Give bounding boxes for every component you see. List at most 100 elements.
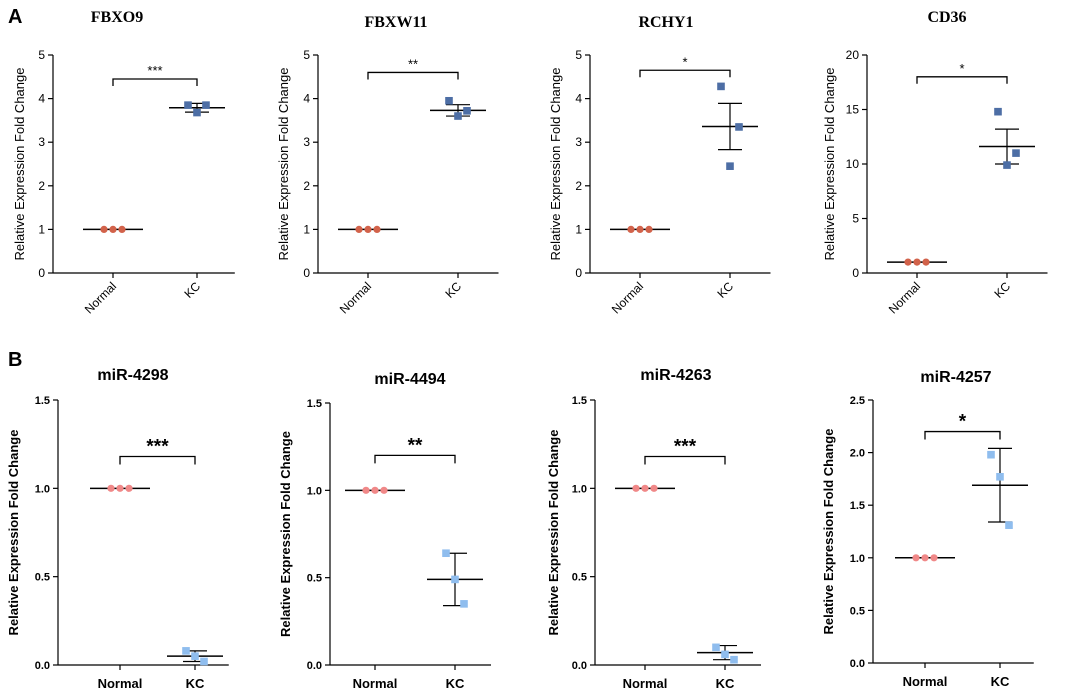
panel-label-b: B [8,349,22,371]
data-point-kc [994,107,1002,116]
y-tick-label: 0.0 [35,660,50,672]
y-tick-label: 0 [575,266,582,280]
y-tick-label: 0.0 [572,660,587,672]
data-point-normal [912,554,920,562]
charts-container: FBXO9 Relative Expression Fold Change 0 1 2 3… [6,9,1048,691]
x-category-label: KC [991,674,1010,689]
y-tick-label: 5 [852,212,859,226]
data-point-normal [373,225,381,233]
y-tick-label: 0.5 [850,605,865,617]
y-tick-label: 1 [575,222,582,236]
y-axis-label: Relative Expression Fold Change [548,68,563,261]
data-point-normal [371,486,379,494]
data-point-kc [184,101,192,109]
y-axis-label: Relative Expression Fold Change [546,430,561,636]
x-category-label: Normal [903,674,948,689]
chart-mir-4257: miR-4257 Relative Expression Fold Change 0… [821,369,1034,689]
significance-bracket [367,71,459,80]
significance-bracket [639,69,731,78]
chart-fbxw11: FBXW11 Relative Expression Fold Change 0 1 2… [276,14,499,316]
x-category-label: KC [186,676,205,691]
data-point-kc [730,655,738,664]
chart-title: miR-4257 [920,369,991,386]
data-point-normal [904,258,912,266]
data-point-normal [107,484,115,492]
x-category-label: Normal [337,279,374,316]
significance-marker: ** [408,435,423,456]
chart-title: miR-4263 [640,367,711,384]
significance-marker: ** [408,56,418,71]
y-tick-label: 2.5 [850,395,865,407]
data-point-kc [712,643,720,652]
data-point-kc [200,657,208,666]
y-axis-label: Relative Expression Fold Change [6,430,21,636]
y-axis-label: Relative Expression Fold Change [822,68,837,261]
data-point-normal [930,554,938,562]
y-tick-label: 1.0 [307,485,322,497]
data-point-normal [116,484,124,492]
data-point-normal [650,484,658,492]
significance-marker: *** [146,437,169,458]
y-tick-label: 0 [852,266,859,280]
significance-marker: * [959,61,964,76]
x-category-label: KC [991,279,1013,301]
data-point-normal [362,486,370,494]
chart-title: FBXO9 [91,9,143,26]
chart-fbxo9: FBXO9 Relative Expression Fold Change 0 1 2 3… [12,9,235,316]
data-point-normal [636,225,644,233]
data-point-normal [109,225,117,233]
y-tick-label: 1.5 [307,398,322,410]
y-tick-label: 1 [38,222,45,236]
y-tick-label: 1.0 [850,553,865,565]
chart-mir-4263: miR-4263 Relative Expression Fold Change 0… [546,367,761,691]
data-point-normal [641,484,649,492]
x-category-label: KC [442,279,464,301]
data-point-normal [364,225,372,233]
chart-rchy1: RCHY1 Relative Expression Fold Change 0 1 2 3… [548,14,771,316]
significance-marker: * [682,54,687,69]
y-tick-label: 2.0 [850,448,865,460]
data-point-kc [721,650,729,659]
data-point-kc [202,101,210,109]
data-point-kc [182,647,190,655]
y-tick-label: 3 [303,135,310,149]
y-tick-label: 15 [846,103,860,117]
chart-title: CD36 [927,9,966,26]
y-tick-label: 3 [575,135,582,149]
significance-marker: *** [147,63,162,78]
y-tick-label: 4 [303,92,310,106]
data-point-kc [1005,521,1013,529]
y-tick-label: 4 [38,92,45,106]
data-point-normal [627,225,635,233]
data-point-kc [445,96,453,105]
data-point-kc [987,450,995,459]
data-point-normal [380,486,388,494]
chart-title: FBXW11 [364,14,427,31]
significance-bracket [374,454,456,464]
y-tick-label: 1.5 [850,500,865,512]
x-category-label: KC [446,676,465,691]
y-tick-label: 0 [303,266,310,280]
data-point-normal [922,258,930,266]
y-tick-label: 0.0 [307,660,322,672]
y-tick-label: 2 [303,179,310,193]
data-point-normal [100,225,108,233]
x-category-label: KC [181,279,203,301]
y-tick-label: 3 [38,135,45,149]
data-point-kc [193,108,201,117]
chart-title: RCHY1 [638,14,693,31]
y-axis-label: Relative Expression Fold Change [276,68,291,261]
y-tick-label: 5 [303,48,310,62]
y-tick-label: 2 [575,179,582,193]
panel-label-a: A [8,6,22,28]
y-tick-label: 1.5 [572,395,587,407]
y-tick-label: 0 [38,266,45,280]
x-category-label: Normal [353,676,398,691]
y-tick-label: 5 [38,48,45,62]
data-point-normal [645,225,653,233]
data-point-kc [735,123,743,131]
x-category-label: Normal [609,279,646,316]
y-tick-label: 1 [303,222,310,236]
x-category-label: Normal [98,676,143,691]
